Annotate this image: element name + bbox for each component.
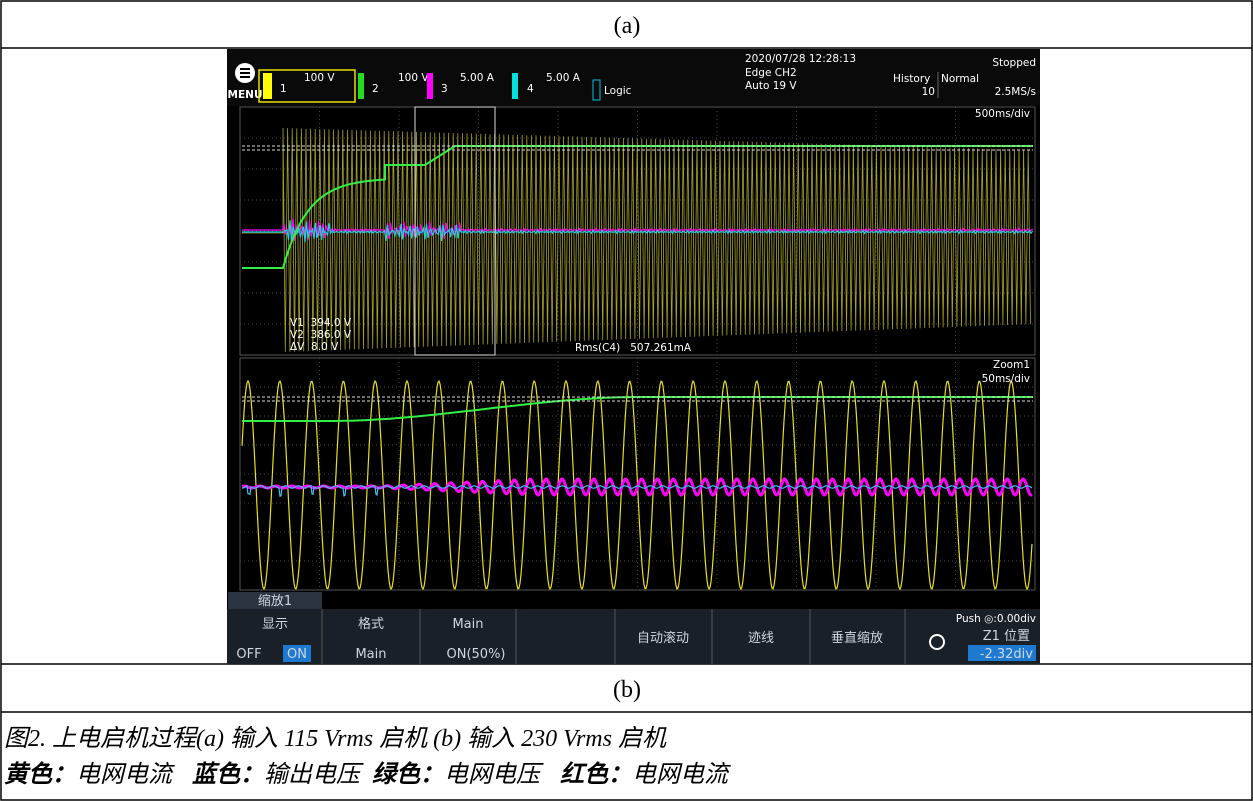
ch-color	[427, 73, 433, 99]
caption-legend: 黄色：电网电流 蓝色：输出电压 绿色：电网电压 红色：电网电流	[4, 761, 731, 788]
softkey-option[interactable]: ON	[287, 647, 307, 662]
push-hint: Push ◎:0.00div	[956, 613, 1036, 625]
trigger: Edge CH2	[745, 67, 797, 79]
cursor-readout: V1 394.0 V	[290, 317, 352, 329]
ch-number: 1	[280, 83, 287, 95]
ch-scale: 100 V	[398, 72, 429, 84]
softkey-title[interactable]: Main	[452, 617, 483, 632]
softkey-title[interactable]: 显示	[262, 617, 288, 632]
menu-tab-label[interactable]: 缩放1	[258, 593, 292, 609]
softkey-value: Main	[355, 647, 386, 662]
softkey-title[interactable]: 迹线	[748, 631, 774, 646]
zoom-label: Zoom1	[993, 359, 1030, 371]
legend-label: 红色：	[560, 761, 632, 788]
softkey-title[interactable]: Z1 位置	[983, 629, 1030, 644]
timebase: 500ms/div	[975, 108, 1030, 120]
softkey-bar	[227, 609, 1040, 664]
softkey-title[interactable]: 自动滚动	[637, 630, 689, 646]
ch-color	[512, 73, 518, 99]
panel-label: (b)	[613, 677, 641, 703]
ch-number[interactable]: 3	[441, 83, 448, 95]
softkey-option[interactable]: OFF	[236, 647, 261, 662]
ch-scale: 5.00 A	[460, 72, 495, 84]
ch-scale: 5.00 A	[546, 72, 581, 84]
logic-label[interactable]: Logic	[604, 85, 632, 97]
zoom-timebase: 50ms/div	[982, 373, 1030, 385]
caption: 图2. 上电启机过程(a) 输入 115 Vrms 启机 (b) 输入 230 …	[4, 725, 667, 752]
menu-label[interactable]: MENU	[228, 89, 263, 101]
document: (a) (b) 图2. 上电启机过程(a) 输入 115 Vrms 启机 (b)…	[0, 0, 1253, 801]
ch-number[interactable]: 4	[527, 83, 534, 95]
trigger-level: Auto 19 V	[745, 80, 797, 92]
datetime: 2020/07/28 12:28:13	[745, 53, 856, 65]
legend-label: 绿色：	[372, 761, 444, 788]
softkey-title[interactable]: 格式	[358, 616, 384, 632]
legend-text: 电网电压	[444, 761, 544, 788]
cursor-readout: ΔV 8.0 V	[290, 341, 339, 353]
status: Stopped	[992, 57, 1036, 69]
ch-number[interactable]: 2	[372, 83, 379, 95]
measurement: Rms(C4) 507.261mA	[575, 342, 692, 354]
ch-color	[263, 73, 272, 99]
panel-label: (a)	[614, 13, 641, 39]
softkey-value: ON(50%)	[447, 647, 506, 662]
ch-scale: 100 V	[304, 72, 335, 84]
softkey-title[interactable]: 垂直缩放	[831, 630, 883, 646]
cursor-readout: V2 386.0 V	[290, 329, 352, 341]
acq-mode: Normal	[941, 73, 979, 85]
history-label: History	[893, 73, 930, 85]
softkey-value[interactable]: -2.32div	[980, 647, 1034, 662]
legend-label: 黄色：	[4, 761, 76, 788]
page: (a) (b) 图2. 上电启机过程(a) 输入 115 Vrms 启机 (b)…	[0, 0, 1253, 801]
legend-text: 电网电流	[76, 761, 175, 788]
sample-rate: 2.5MS/s	[995, 86, 1036, 98]
ch-color	[358, 73, 364, 99]
legend-text: 电网电流	[632, 761, 731, 788]
legend-text: 输出电压	[264, 761, 364, 788]
history-value: 10	[922, 86, 935, 98]
legend-label: 蓝色：	[192, 761, 264, 788]
